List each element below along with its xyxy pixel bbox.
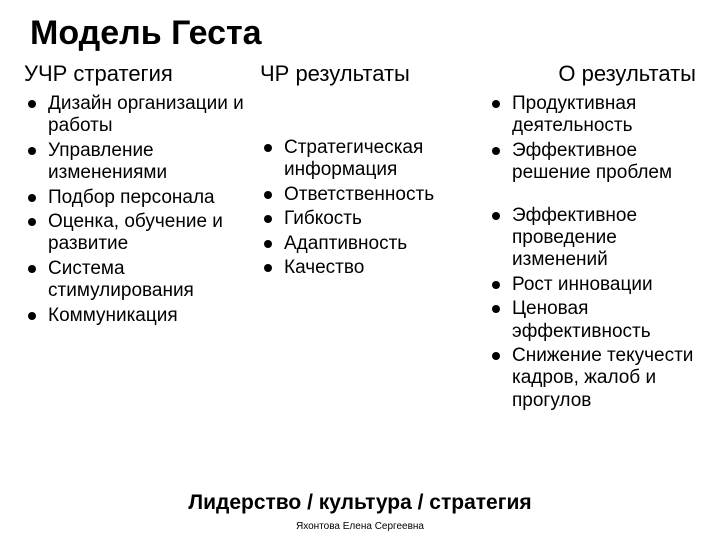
column-header: УЧР стратегия — [24, 61, 254, 87]
list-item: Качество — [260, 257, 482, 279]
list: Дизайн организации и работы Управление и… — [24, 93, 254, 329]
list-item: Система стимулирования — [24, 258, 254, 303]
list-item: Дизайн организации и работы — [24, 93, 254, 138]
list-item: Ответственность — [260, 184, 482, 206]
slide: Модель Геста УЧР стратегия Дизайн органи… — [0, 0, 720, 540]
slide-title: Модель Геста — [30, 14, 696, 53]
list-item: Управление изменениями — [24, 140, 254, 185]
list-item: Ценовая эффективность — [488, 298, 696, 343]
columns-container: УЧР стратегия Дизайн организации и работ… — [24, 61, 696, 489]
column-header: ЧР результаты — [260, 61, 482, 87]
footer-summary: Лидерство / культура / стратегия — [24, 491, 696, 515]
list-item: Стратегическая информация — [260, 137, 482, 182]
list-item: Эффективное проведение изменений — [488, 205, 696, 272]
column-header: О результаты — [488, 61, 696, 87]
column-uchr-strategy: УЧР стратегия Дизайн организации и работ… — [24, 61, 254, 489]
list-item: Снижение текучести кадров, жалоб и прогу… — [488, 345, 696, 412]
list-item: Гибкость — [260, 208, 482, 230]
list-item: Оценка, обучение и развитие — [24, 211, 254, 256]
list-item: Рост инновации — [488, 274, 696, 296]
list-item: Коммуникация — [24, 305, 254, 327]
column-o-results: О результаты Продуктивная деятельность Э… — [488, 61, 696, 489]
list: Продуктивная деятельность Эффективное ре… — [488, 93, 696, 414]
list-item: Подбор персонала — [24, 187, 254, 209]
list: Стратегическая информация Ответственност… — [260, 137, 482, 281]
list-item: Продуктивная деятельность — [488, 93, 696, 138]
list-item: Адаптивность — [260, 233, 482, 255]
column-chr-results: ЧР результаты Стратегическая информация … — [260, 61, 482, 489]
footer-author: Яхонтова Елена Сергеевна — [24, 521, 696, 532]
list-item: Эффективное решение проблем — [488, 140, 696, 185]
